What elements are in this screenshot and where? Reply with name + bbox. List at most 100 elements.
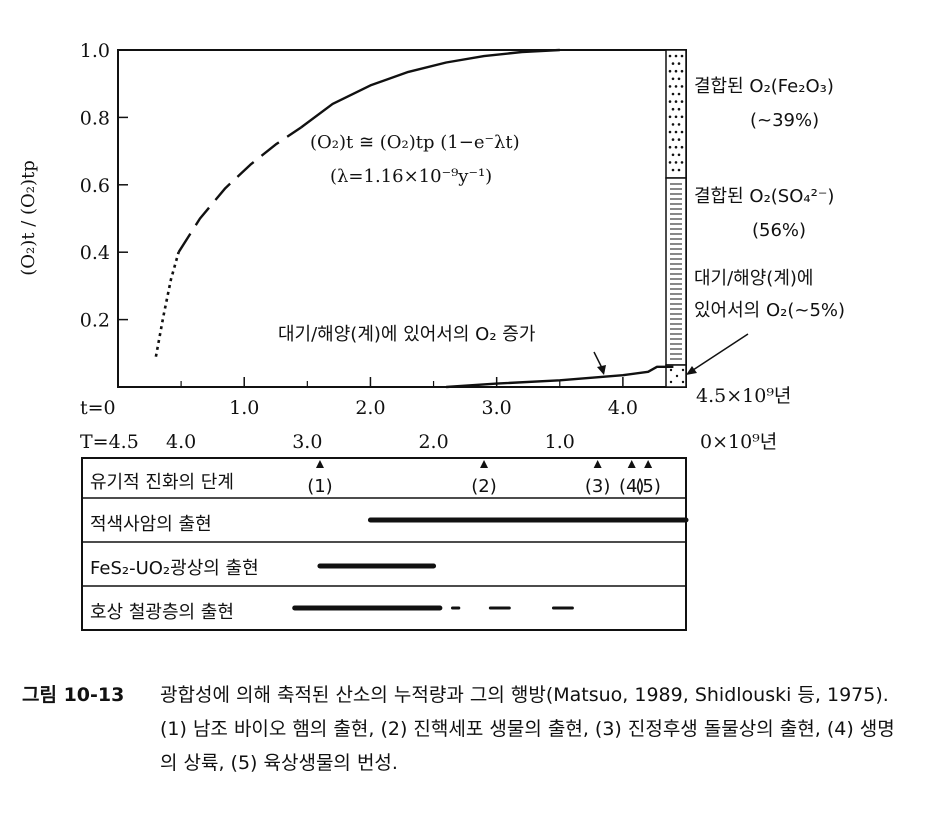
x-t-tick-label-2: 3.0 (482, 397, 512, 419)
range-row-red-beds: 적색사암의 출현 (90, 514, 212, 535)
so4-hatch (670, 183, 682, 360)
stage-marker-label-1: (1) (307, 476, 333, 497)
stage-markers: (1) (2) (3) (4)(5) (307, 460, 661, 497)
y-tick-label-4: 0.2 (80, 310, 110, 332)
range-row-fes2-uo2: FeS₂-UO₂광상의 출현 (90, 558, 259, 579)
curves (154, 48, 674, 389)
fe2o3-dot (677, 168, 681, 172)
caption-text: 광합성에 의해 축적된 산소의 누적량과 그의 행방(Matsuo, 1989,… (160, 684, 895, 774)
fe2o3-dot (671, 92, 675, 96)
bar-legend-atm: 대기/해양(계)에 (694, 268, 813, 289)
oxygen-composition-bar (665, 49, 687, 388)
formula-line2: (λ=1.16×10⁻⁹y⁻¹) (330, 166, 492, 187)
caption-label: 그림 10-13 (22, 684, 125, 706)
x-t-tick-label-3: 4.0 (608, 397, 638, 419)
fe2o3-dot (677, 77, 681, 81)
bar-legend-pointer (689, 333, 749, 373)
fe2o3-dot (668, 85, 672, 88)
fe2o3-dot (668, 130, 672, 134)
x-ticks: 1.0 2.0 3.0 4.0 4.0 3.0 2.0 1.0 (166, 377, 638, 453)
atmosphere-dot (681, 368, 685, 372)
y-tick-label-3: 0.4 (80, 242, 110, 264)
table-frame (81, 457, 687, 631)
fe2o3-dot (668, 161, 672, 164)
stage-marker-label-4: (4) (619, 476, 645, 497)
range-bars (292, 517, 689, 611)
x-T-end-label: 0×10⁹년 (700, 431, 777, 453)
fe2o3-dot (671, 153, 675, 157)
y-ticks: 1.0 0.8 0.6 0.4 0.2 (80, 40, 128, 332)
fe2o3-dot (680, 85, 684, 88)
atmosphere-dot (669, 368, 673, 372)
fe2o3-dot (668, 54, 672, 58)
stage-marker-2 (480, 460, 489, 468)
fe2o3-dot (680, 69, 684, 73)
fe2o3-dot (677, 107, 681, 111)
x-T-tick-label-2: 2.0 (418, 431, 448, 453)
stage-marker-label-3: (3) (585, 476, 611, 497)
fe2o3-dot (674, 54, 678, 58)
fe2o3-dots (668, 54, 684, 172)
formula-line1: (O₂)t ≅ (O₂)tp (1−e⁻λt) (310, 132, 520, 153)
rise-arrowhead (597, 365, 606, 375)
atmosphere-dot (669, 380, 673, 384)
fe2o3-segment (665, 49, 687, 179)
fe2o3-dot (671, 168, 675, 172)
x-t-tick-label-0: 1.0 (229, 397, 259, 419)
fe2o3-dot (680, 100, 684, 103)
stage-row-label: 유기적 진화의 단계 (90, 472, 234, 493)
fe2o3-dot (668, 100, 672, 103)
stage-marker-label-2: (2) (471, 476, 497, 497)
fe2o3-dot (677, 62, 681, 65)
fe2o3-dot (674, 100, 678, 103)
fe2o3-dot (674, 115, 678, 119)
fe2o3-dot (668, 145, 672, 149)
rise-annotation: 대기/해양(계)에 있어서의 O₂ 증가 (278, 324, 535, 345)
curve-series-2 (300, 48, 560, 129)
bar-legend-fe2o3-pct: (~39%) (750, 110, 819, 131)
stage-marker-4 (627, 460, 636, 468)
x-t-tick-label-1: 2.0 (355, 397, 385, 419)
curve-series-1 (177, 126, 302, 253)
fe2o3-dot (674, 69, 678, 73)
stage-marker-label-5: (5) (635, 476, 661, 497)
fe2o3-dot (680, 145, 684, 149)
evolution-table: 유기적 진화의 단계 적색사암의 출현 FeS₂-UO₂광상의 출현 호상 철광… (81, 457, 689, 631)
x-T-label: T=4.5 (80, 431, 139, 453)
fe2o3-dot (677, 123, 681, 126)
fe2o3-dot (674, 130, 678, 134)
so4-segment (665, 177, 687, 366)
x-t-end-label: 4.5×10⁹년 (696, 385, 791, 407)
fe2o3-dot (671, 77, 675, 81)
y-tick-label-2: 0.6 (80, 175, 110, 197)
fe2o3-dot (668, 69, 672, 73)
x-T-tick-label-0: 4.0 (166, 431, 196, 453)
stage-marker-5 (644, 460, 653, 468)
y-axis-label-text: (O₂)t / (O₂)tp (18, 160, 39, 276)
bar-legend-fe2o3: 결합된 O₂(Fe₂O₃) (694, 76, 834, 97)
fe2o3-dot (668, 115, 672, 119)
fe2o3-dot (680, 130, 684, 134)
stage-marker-3 (593, 460, 602, 468)
bar-legend-so4-pct: (56%) (752, 220, 806, 241)
fe2o3-dot (677, 138, 681, 141)
fe2o3-dot (677, 153, 681, 157)
fe2o3-dot (674, 145, 678, 149)
x-t-label: t=0 (80, 397, 116, 419)
fe2o3-dot (677, 92, 681, 96)
x-T-tick-label-3: 1.0 (545, 431, 575, 453)
bar-legend-so4: 결합된 O₂(SO₄²⁻) (694, 186, 834, 207)
y-tick-label-1: 0.8 (80, 107, 110, 129)
curve-series-0 (154, 251, 180, 357)
fe2o3-dot (674, 85, 678, 88)
fe2o3-dot (674, 161, 678, 164)
bar-legend-pointer-head (686, 366, 697, 375)
y-axis-label: (O₂)t / (O₂)tp (18, 160, 39, 276)
bar-legend-atm-pct: 있어서의 O₂(~5%) (694, 300, 845, 321)
fe2o3-dot (671, 138, 675, 141)
fe2o3-dot (680, 115, 684, 119)
y-tick-label-0: 1.0 (80, 40, 110, 62)
atmosphere-dots (669, 368, 685, 384)
atmosphere-dot (675, 374, 679, 378)
range-row-bif: 호상 철광층의 출현 (90, 602, 234, 623)
